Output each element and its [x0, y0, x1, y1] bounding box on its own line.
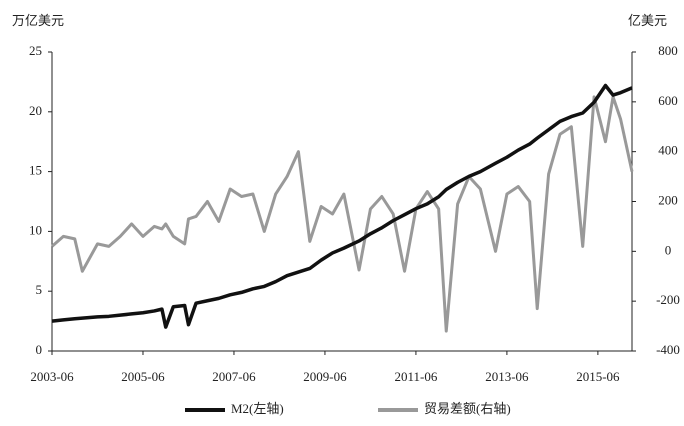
y2-tick-label: -200 [656, 292, 680, 307]
y-axis-label: 万亿美元 [12, 13, 64, 28]
y-tick-label: 25 [29, 43, 42, 58]
y2-tick-label: 800 [658, 43, 678, 58]
y2-tick-label: 0 [665, 242, 672, 257]
x-tick-label: 2007-06 [212, 369, 256, 384]
series-line [51, 83, 633, 329]
x-tick-label: 2011-06 [394, 369, 437, 384]
legend-label: 贸易差额(右轴) [424, 401, 511, 416]
y2-tick-label: -400 [656, 342, 680, 357]
x-tick-label: 2015-06 [576, 369, 620, 384]
y2-axis-label: 亿美元 [628, 13, 667, 28]
series-line [51, 95, 634, 333]
y-tick-label: 20 [29, 103, 42, 118]
legend-label: M2(左轴) [231, 401, 284, 416]
y-tick-label: 15 [29, 163, 42, 178]
y2-tick-label: 600 [658, 93, 678, 108]
y-tick-label: 5 [36, 282, 43, 297]
x-tick-label: 2009-06 [303, 369, 347, 384]
x-tick-label: 2005-06 [121, 369, 165, 384]
y-tick-label: 10 [29, 222, 42, 237]
y-tick-label: 0 [36, 342, 43, 357]
y2-tick-label: 200 [658, 192, 678, 207]
x-tick-label: 2013-06 [485, 369, 529, 384]
x-tick-label: 2003-06 [30, 369, 74, 384]
y2-tick-label: 400 [658, 143, 678, 158]
